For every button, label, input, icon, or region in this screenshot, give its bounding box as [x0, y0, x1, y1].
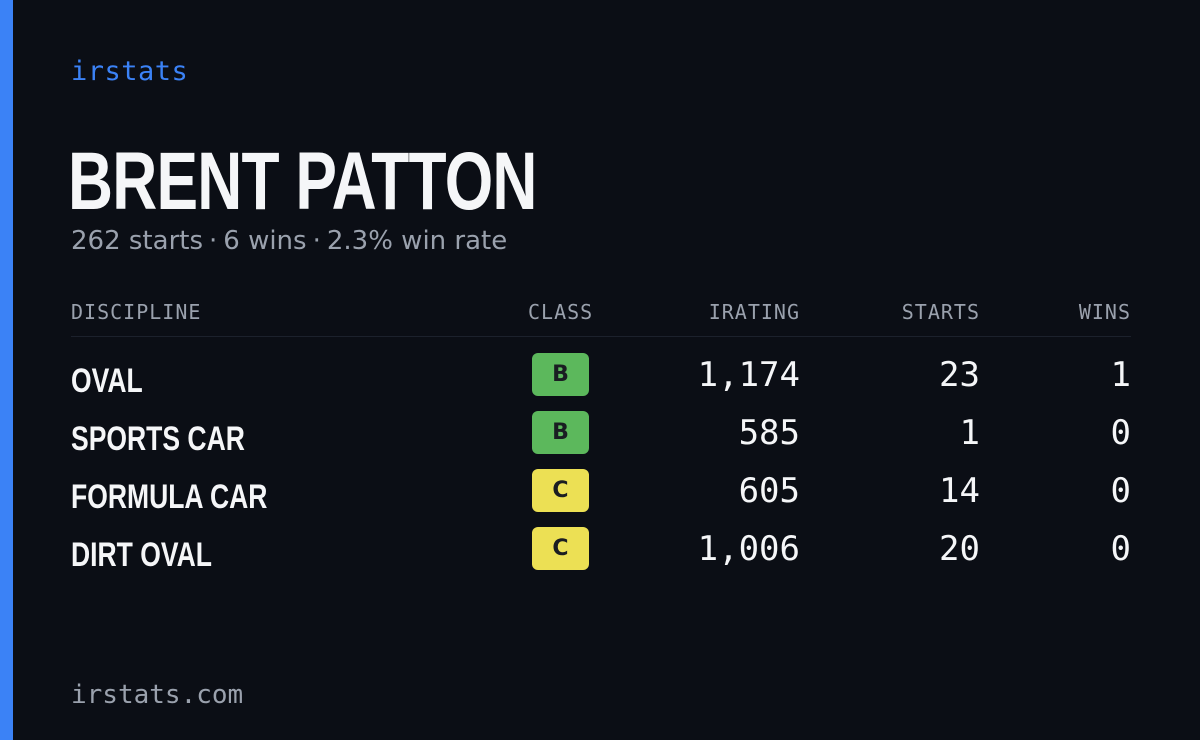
class-badge: C: [532, 527, 589, 570]
driver-name: BRENT PATTON: [68, 136, 537, 227]
header-discipline: DISCIPLINE: [71, 300, 202, 324]
footer-url[interactable]: irstats.com: [71, 680, 244, 710]
discipline-name: FORMULA CAR: [71, 478, 268, 516]
header-class: CLASS: [528, 300, 594, 324]
header-wins: WINS: [1078, 300, 1131, 324]
summary-separator: ·: [209, 226, 218, 256]
discipline-name: SPORTS CAR: [71, 420, 245, 458]
table-header: DISCIPLINE CLASS IRATING STARTS WINS: [71, 298, 1131, 337]
class-badge: C: [532, 469, 589, 512]
starts-value: 20: [939, 529, 980, 569]
table-row: OVAL B 1,174 23 1: [71, 353, 1131, 411]
starts-value: 14: [939, 471, 980, 511]
irating-value: 605: [738, 471, 800, 511]
discipline-name: DIRT OVAL: [71, 536, 212, 574]
header-starts: STARTS: [901, 300, 980, 324]
class-badge: B: [532, 353, 589, 396]
irating-value: 585: [738, 413, 800, 453]
table-body: OVAL B 1,174 23 1 SPORTS CAR B 585 1 0 F…: [71, 337, 1131, 585]
wins-value: 0: [1110, 471, 1131, 511]
wins-value: 0: [1110, 413, 1131, 453]
driver-summary: 262 starts · 6 wins · 2.3% win rate: [71, 226, 507, 256]
wins-value: 0: [1110, 529, 1131, 569]
discipline-table: DISCIPLINE CLASS IRATING STARTS WINS OVA…: [71, 298, 1131, 585]
summary-win-rate: 2.3% win rate: [326, 226, 508, 256]
summary-wins: 6 wins: [223, 226, 307, 256]
class-badge: B: [532, 411, 589, 454]
table-row: FORMULA CAR C 605 14 0: [71, 469, 1131, 527]
irating-value: 1,174: [697, 355, 800, 395]
starts-value: 23: [939, 355, 980, 395]
brand-logo-text: irstats: [71, 56, 189, 87]
accent-bar: [0, 0, 13, 740]
irating-value: 1,006: [697, 529, 800, 569]
table-row: SPORTS CAR B 585 1 0: [71, 411, 1131, 469]
discipline-name: OVAL: [71, 362, 143, 400]
wins-value: 1: [1110, 355, 1131, 395]
summary-starts: 262 starts: [71, 226, 203, 256]
summary-separator: ·: [312, 226, 321, 256]
header-irating: IRATING: [708, 300, 800, 324]
starts-value: 1: [959, 413, 980, 453]
table-row: DIRT OVAL C 1,006 20 0: [71, 527, 1131, 585]
